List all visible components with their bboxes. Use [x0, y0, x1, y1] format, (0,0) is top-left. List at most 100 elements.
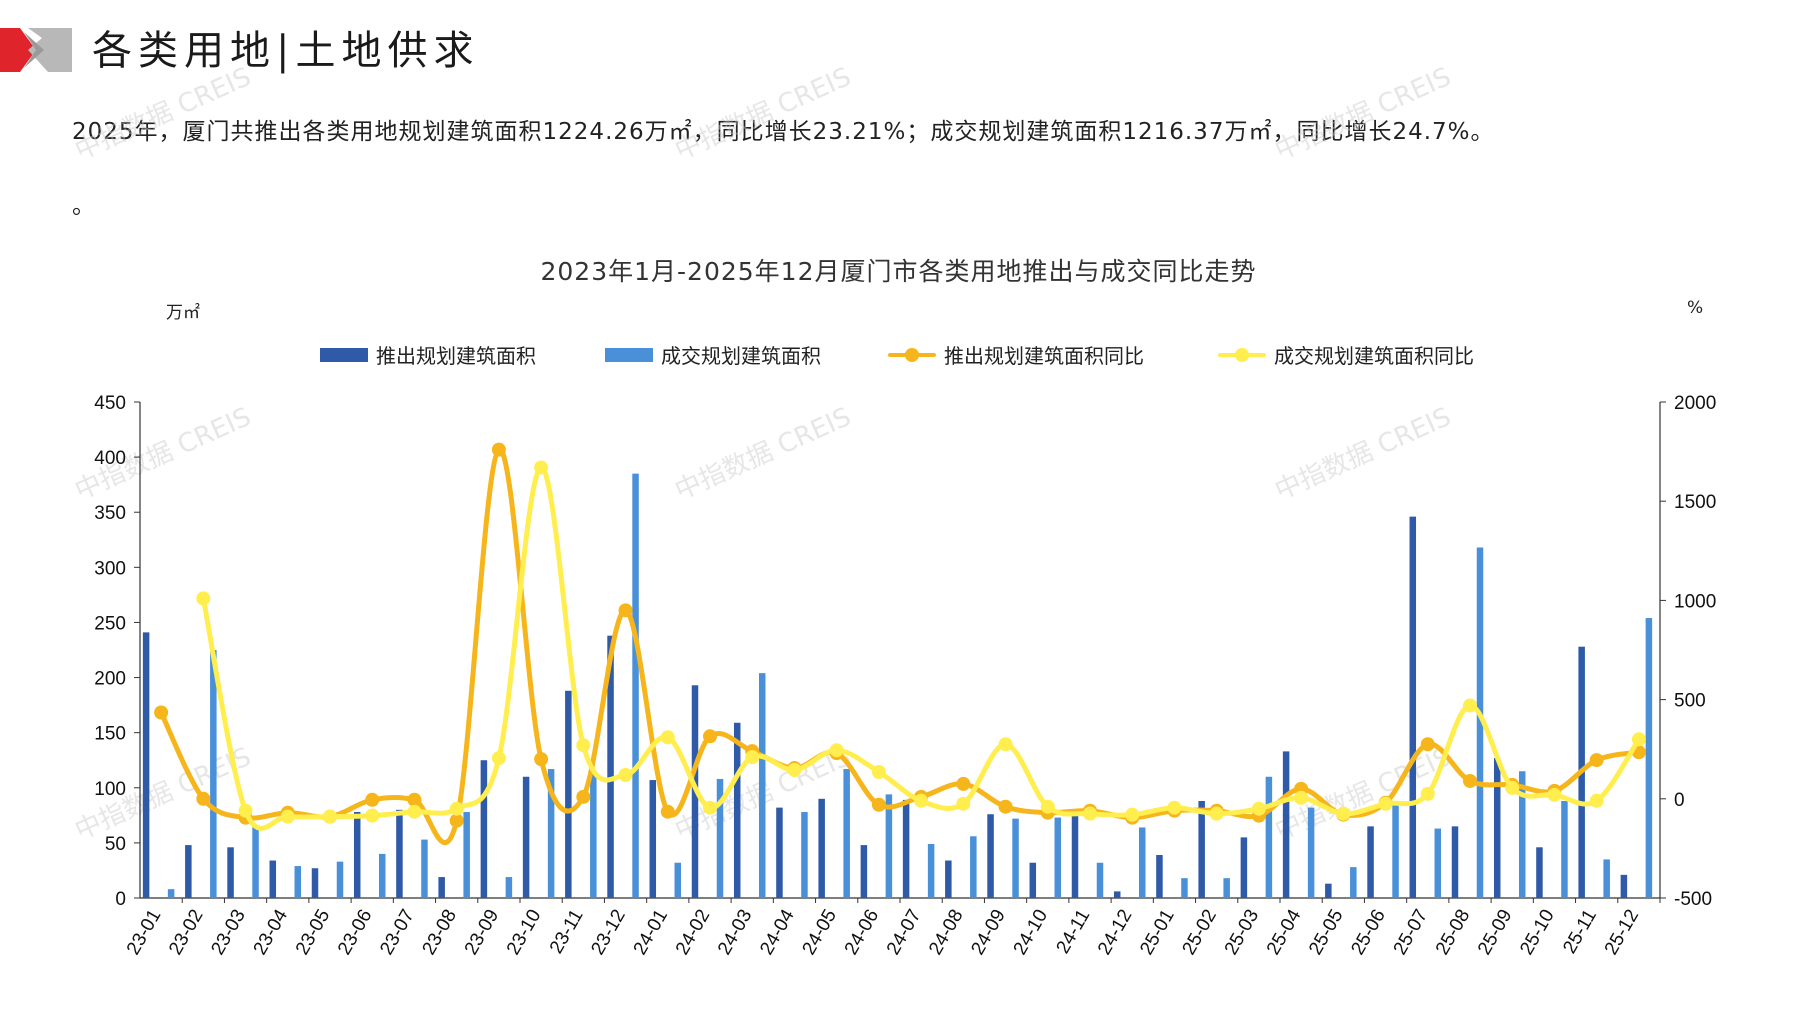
deal-yoy-point [1125, 807, 1140, 822]
left-tick-label: 450 [94, 393, 126, 414]
deal-yoy-point [323, 809, 337, 824]
deal-area-bar [1518, 771, 1526, 898]
deal-area-bar [294, 866, 302, 898]
launch-yoy-point [491, 442, 506, 457]
legend-item-launch-area: 推出规划建筑面积 [320, 340, 536, 369]
deal-area-bar [758, 673, 766, 898]
x-tick-label: 25-03 [1221, 906, 1263, 959]
x-tick-label: 24-03 [714, 906, 756, 959]
watermark-text: 中指数据 CREIS [1271, 402, 1456, 506]
deal-area-bar [505, 877, 513, 898]
launch-area-bar [649, 780, 657, 898]
deal-yoy-line [200, 464, 1642, 831]
watermark-text: 中指数据 CREIS [1271, 62, 1456, 166]
deal-area-bar [590, 771, 597, 898]
x-tick-label: 24-10 [1010, 906, 1052, 959]
deal-yoy-point [365, 808, 380, 823]
deal-yoy-point [196, 591, 211, 606]
deal-area-bar [1603, 859, 1610, 898]
x-tick-label: 24-01 [630, 906, 672, 959]
launch-yoy-point [1589, 753, 1604, 768]
left-tick-label: 250 [94, 613, 126, 634]
summary-text: 2025年，厦门共推出各类用地规划建筑面积1224.26万㎡，同比增长23.21… [72, 119, 1495, 145]
launch-yoy-point [534, 752, 549, 767]
deal-yoy-point [703, 800, 717, 815]
launch-area-bar [860, 845, 868, 898]
deal-yoy-point [787, 763, 802, 778]
launch-area-bar [480, 760, 488, 898]
x-tick-label: 23-07 [376, 906, 418, 959]
watermark-text: 中指数据 CREIS [71, 62, 256, 166]
x-tick-label: 25-11 [1559, 906, 1601, 957]
launch-yoy-point [998, 799, 1013, 814]
deal-yoy-point [1378, 796, 1393, 811]
x-tick-label: 25-05 [1305, 906, 1347, 959]
x-tick-label: 23-05 [292, 906, 334, 959]
launch-yoy-point [1420, 737, 1435, 752]
deal-yoy-point [491, 751, 506, 766]
launch-area-bar [1198, 801, 1205, 898]
deal-area-bar [463, 812, 470, 898]
deal-yoy-point [238, 803, 253, 818]
legend-swatch-deal-bar [605, 347, 653, 362]
launch-area-bar [1536, 847, 1543, 898]
right-tick-label: 1500 [1674, 492, 1716, 513]
launch-area-bar [902, 799, 910, 898]
deal-area-bar [1265, 776, 1273, 898]
launch-area-bar [776, 807, 783, 898]
launch-yoy-point [576, 789, 591, 804]
legend-swatch-launch-bar [320, 347, 368, 362]
left-tick-label: 200 [94, 669, 126, 690]
launch-area-bar [1282, 751, 1290, 898]
deal-area-bar [1645, 618, 1653, 898]
left-tick-label: 50 [105, 834, 126, 855]
watermark-text: 中指数据 CREIS [671, 62, 856, 166]
launch-yoy-point [407, 792, 422, 807]
line-series-deal-yoy [196, 460, 1646, 831]
launch-area-bar [1113, 891, 1121, 898]
deal-yoy-point [1547, 787, 1562, 802]
deal-yoy-point [745, 750, 760, 765]
launch-area-bar [396, 809, 403, 898]
deal-area-bar [421, 839, 428, 898]
launch-area-bar [1409, 516, 1417, 898]
page-title: 各类用地|土地供求 [92, 28, 480, 74]
x-tick-label: 25-08 [1432, 906, 1474, 959]
x-tick-label: 25-01 [1136, 906, 1178, 959]
launch-area-bar [945, 860, 952, 898]
launch-area-bar [1451, 826, 1459, 898]
deal-yoy-point [1505, 780, 1520, 795]
legend-swatch-launch-yoy-line [888, 347, 936, 362]
x-tick-label: 23-08 [419, 906, 461, 959]
x-tick-label: 23-01 [123, 906, 165, 959]
right-tick-label: 1000 [1674, 591, 1716, 612]
deal-area-bar [1561, 801, 1568, 898]
deal-yoy-point [871, 765, 886, 780]
x-tick-label: 24-08 [925, 906, 967, 959]
launch-yoy-point [956, 776, 971, 791]
launch-yoy-point [154, 705, 169, 720]
deal-yoy-point [1209, 806, 1224, 821]
deal-area-bar [843, 769, 850, 898]
deal-area-bar [378, 853, 386, 898]
x-tick-label: 24-09 [967, 906, 1009, 959]
x-tick-label: 23-02 [165, 906, 207, 959]
launch-area-bar [1029, 862, 1037, 898]
deal-area-bar [1434, 828, 1442, 898]
legend-item-deal-yoy: 成交规划建筑面积同比 [1218, 340, 1474, 369]
legend-label-launch-yoy: 推出规划建筑面积同比 [944, 344, 1144, 368]
x-tick-label: 23-10 [503, 906, 545, 959]
x-tick-label: 24-02 [672, 906, 714, 959]
launch-area-bar [522, 776, 530, 898]
launch-area-bar [1493, 758, 1501, 898]
launch-area-bar [818, 798, 825, 898]
launch-yoy-point [1463, 773, 1477, 788]
x-tick-label: 23-03 [207, 906, 249, 959]
right-tick-label: 0 [1674, 790, 1685, 811]
x-tick-label: 25-12 [1601, 906, 1643, 959]
x-tick-label: 25-04 [1263, 906, 1306, 959]
watermark-text: 中指数据 CREIS [671, 402, 856, 506]
deal-area-bar [1476, 547, 1484, 898]
right-axis-unit: % [1687, 298, 1704, 318]
x-tick-label: 24-05 [799, 906, 841, 959]
